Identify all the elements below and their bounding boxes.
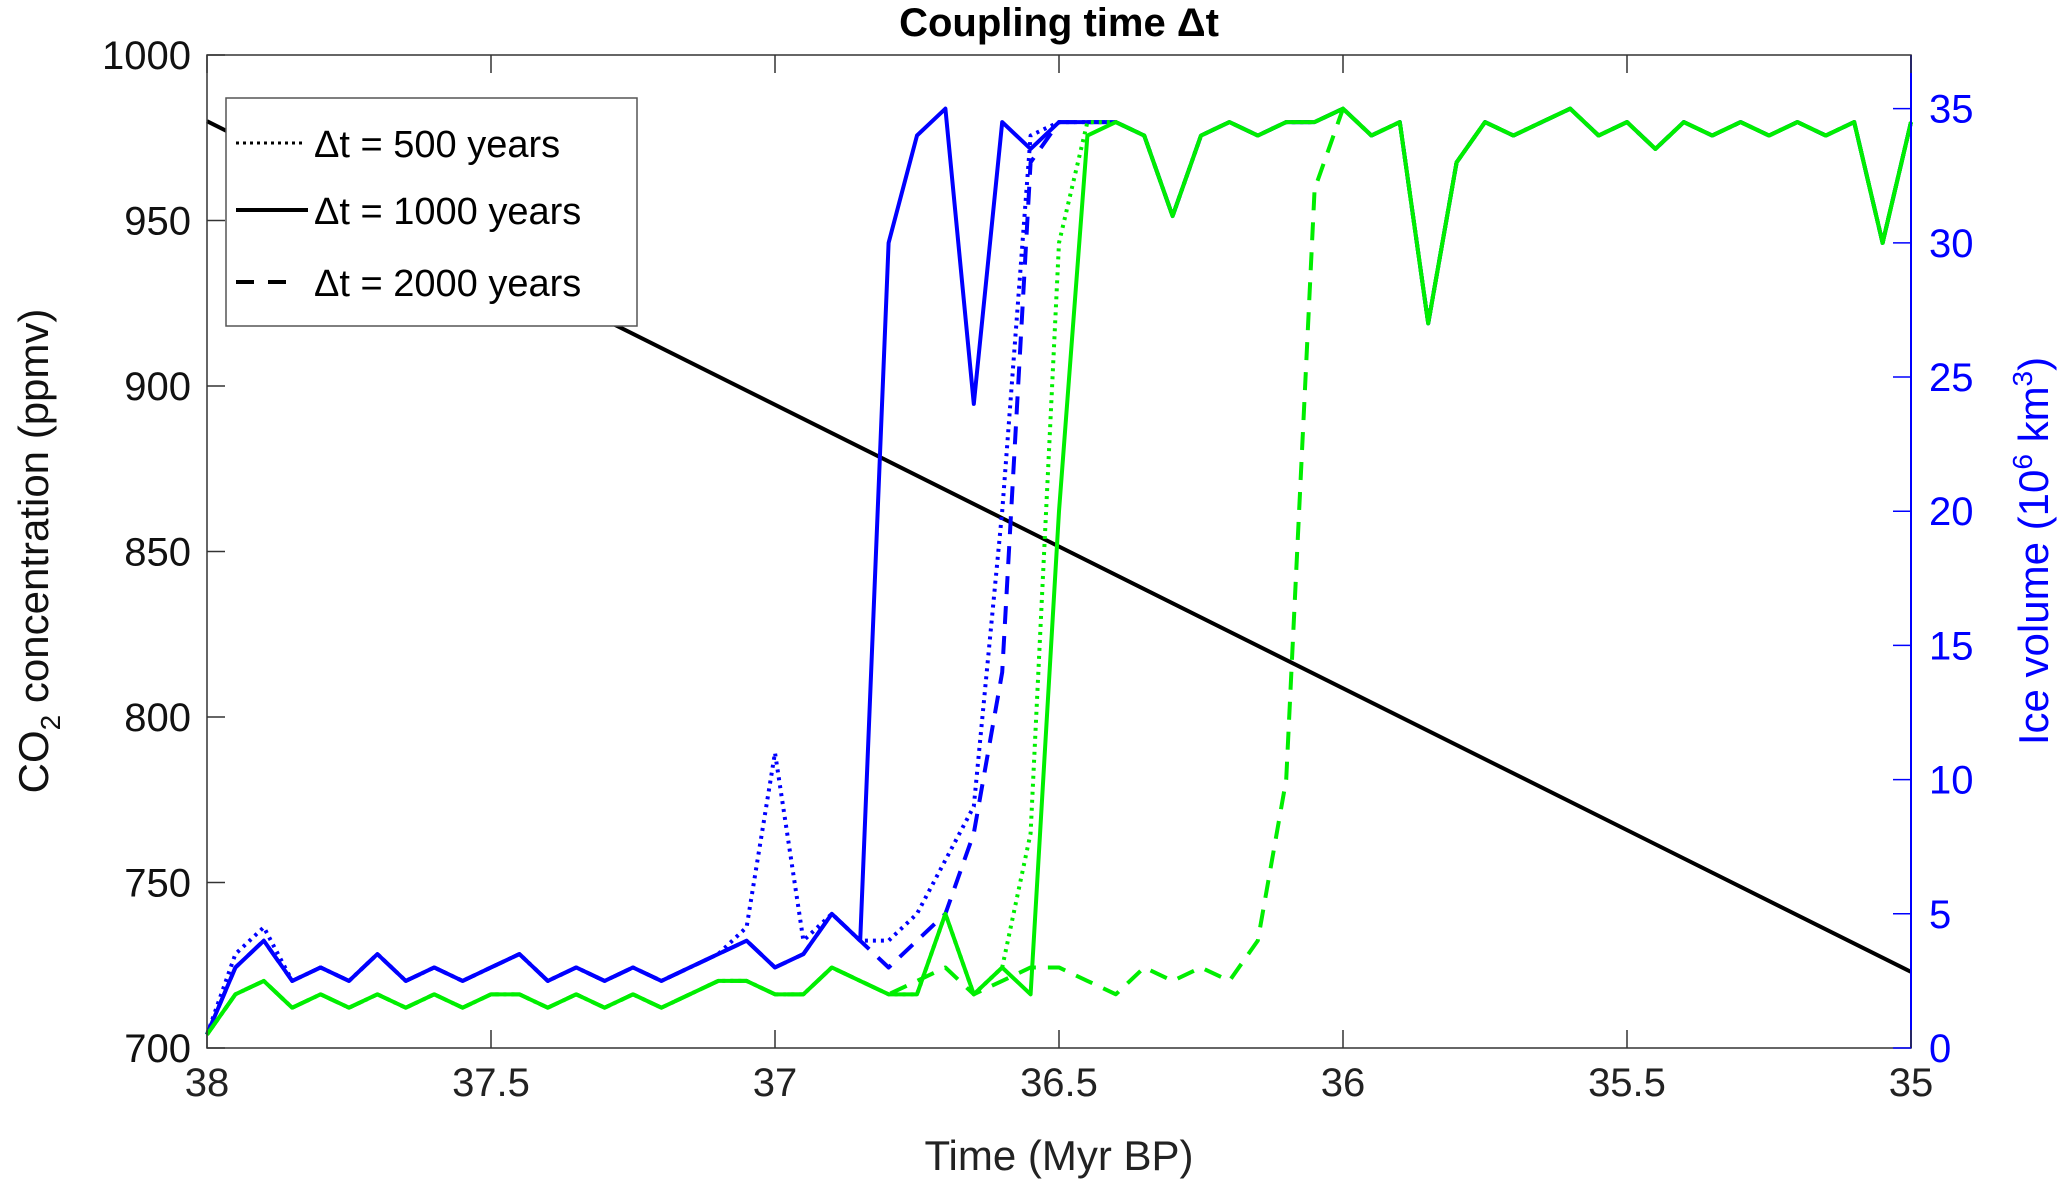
x-tick-label: 36.5 [1020,1061,1098,1105]
x-tick-label: 37.5 [452,1061,530,1105]
left-axis-label-sub: 2 [35,715,66,731]
legend: Δt = 500 years Δt = 1000 years Δt = 2000… [225,97,638,327]
legend-label-500: Δt = 500 years [314,124,560,166]
x-tick-label: 38 [185,1061,230,1105]
right-tick-label: 35 [1929,88,1974,132]
left-axis-label-co: CO [10,730,57,793]
right-tick-label: 20 [1929,490,1974,534]
x-axis-label: Time (Myr BP) [924,1132,1193,1179]
left-tick-label: 950 [124,200,191,244]
x-tick-label: 37 [753,1061,798,1105]
legend-label-1000: Δt = 1000 years [314,191,581,233]
right-axis-label: Ice volume (106 km3) [2007,357,2057,745]
left-axis-ticks: 700 750 800 850 900 950 1000 [102,34,225,1071]
right-tick-label: 30 [1929,222,1974,266]
right-axis-label-mid: km [2010,386,2057,454]
legend-box [225,97,638,327]
left-tick-label: 700 [124,1027,191,1071]
ice-series-green-solid [205,106,1913,1036]
right-axis-ticks: 0 5 10 15 20 25 30 35 [1893,88,1974,1071]
x-tick-label: 35.5 [1588,1061,1666,1105]
left-axis-label-rest: concentration (ppmv) [10,309,57,715]
left-axis-label: CO2 concentration (ppmv) [10,309,66,794]
right-axis-label-end: ) [2010,357,2057,371]
right-tick-label: 5 [1929,893,1951,937]
right-axis-label-sup2: 3 [2007,371,2038,387]
x-tick-label: 36 [1321,1061,1366,1105]
right-tick-label: 0 [1929,1027,1951,1071]
chart-title: Coupling time Δt [899,1,1219,45]
left-tick-label: 850 [124,531,191,575]
right-axis-label-main: Ice volume (10 [2010,470,2057,745]
right-tick-label: 10 [1929,759,1974,803]
right-tick-label: 15 [1929,624,1974,668]
series-layer [205,106,1913,1036]
left-tick-label: 1000 [102,34,191,78]
right-axis-label-sup1: 6 [2007,454,2038,470]
right-tick-label: 25 [1929,356,1974,400]
left-tick-label: 800 [124,696,191,740]
left-tick-label: 900 [124,365,191,409]
left-tick-label: 750 [124,862,191,906]
x-axis-ticks: 38 37.5 37 36.5 36 35.5 35 [185,55,1934,1105]
x-tick-label: 35 [1889,1061,1934,1105]
legend-label-2000: Δt = 2000 years [314,263,581,305]
